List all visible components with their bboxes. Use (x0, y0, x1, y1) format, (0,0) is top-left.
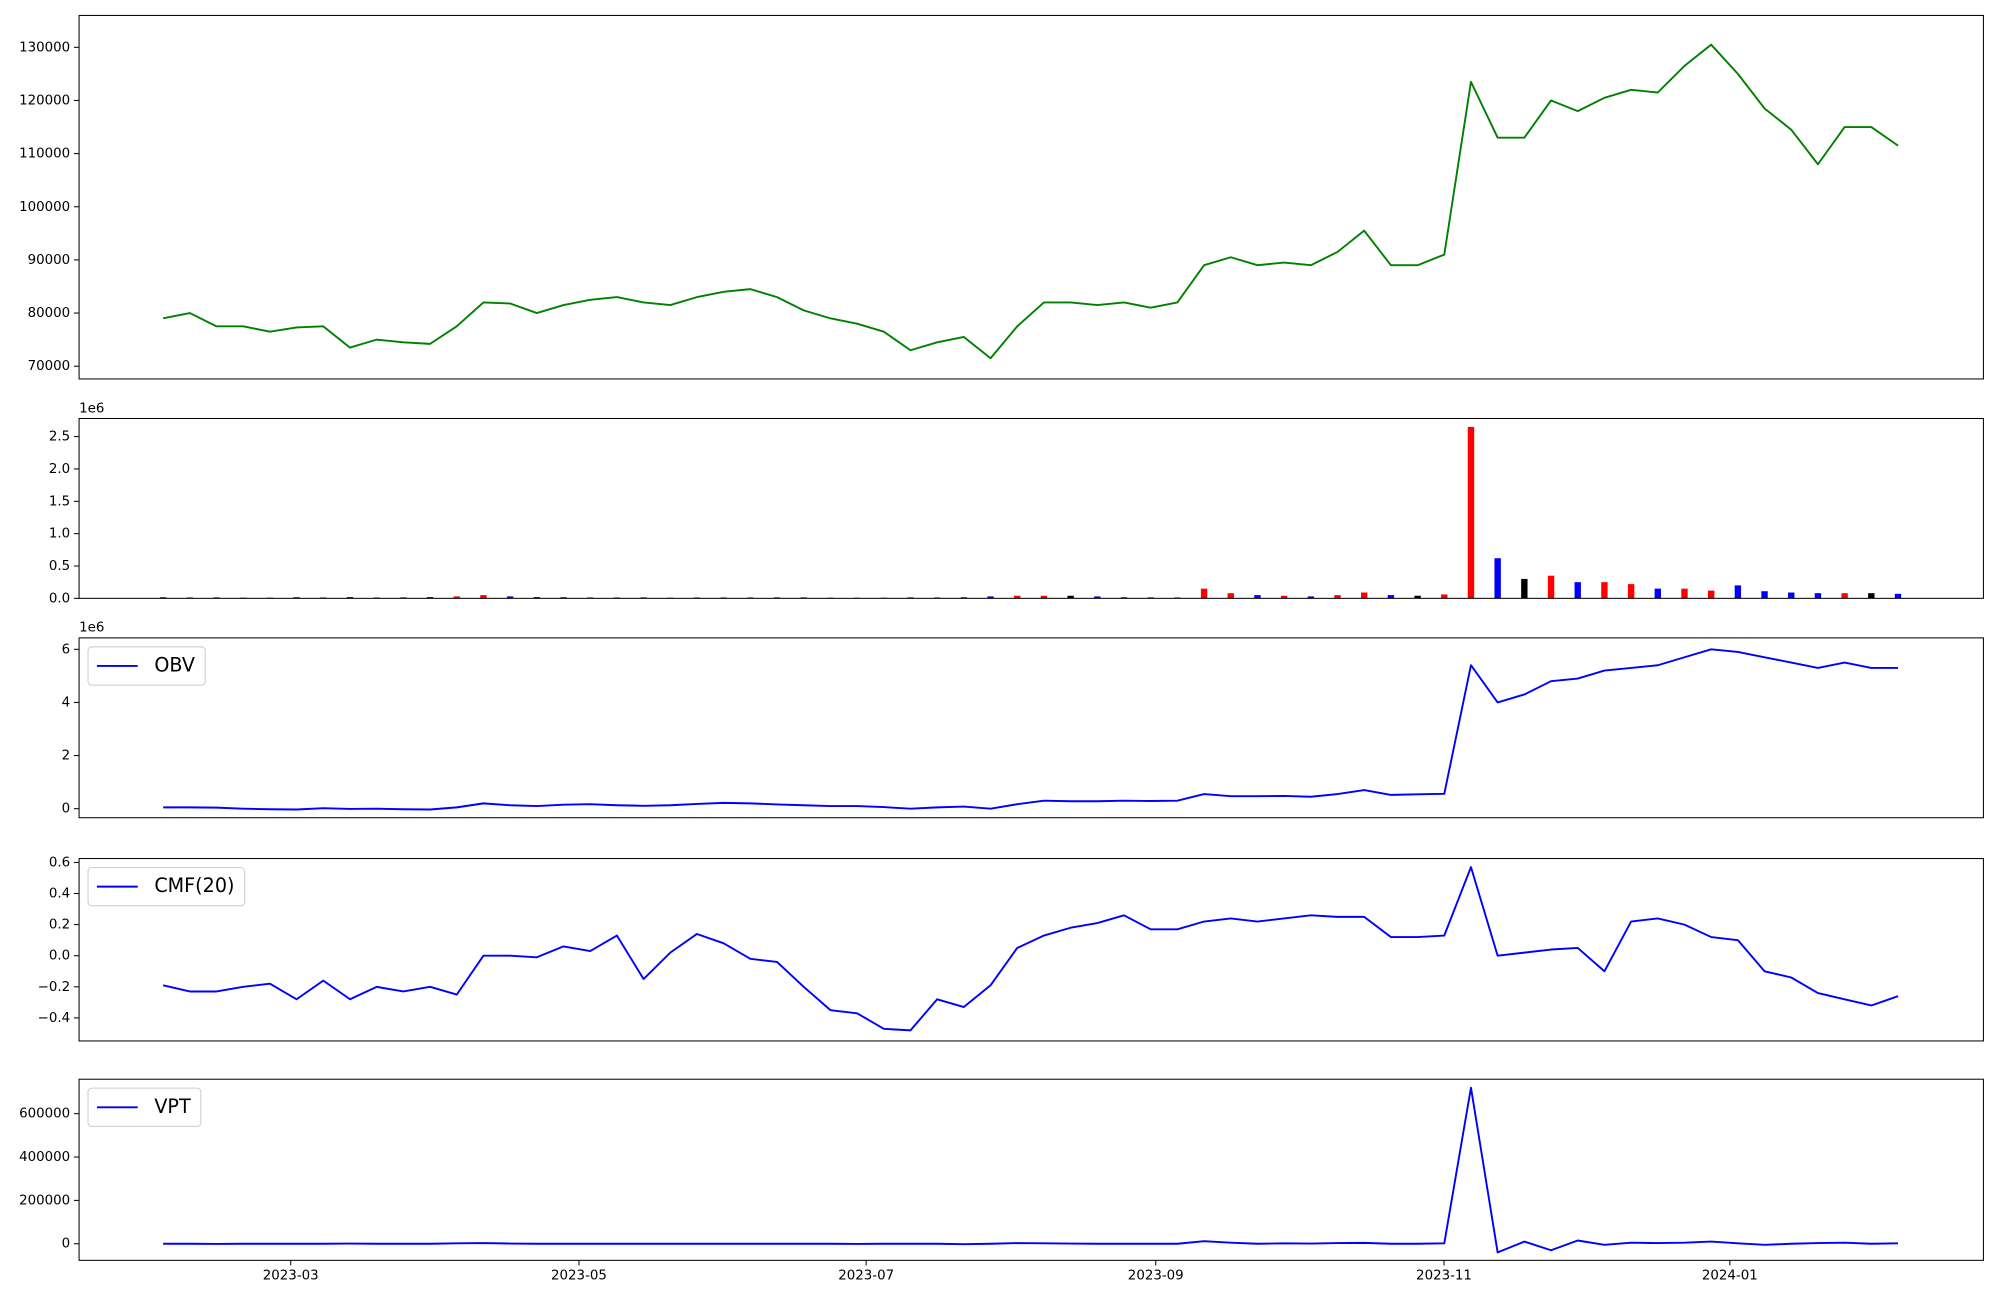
bar (480, 595, 487, 599)
bar (1574, 582, 1581, 599)
bar (1334, 595, 1341, 599)
legend-box (87, 866, 246, 907)
bar (1681, 588, 1688, 599)
legend-label: OBV (154, 653, 195, 676)
axes-frame (78, 14, 1984, 380)
x-tick-label: 2023-03 (263, 1269, 319, 1284)
y-tick-label: 0 (62, 802, 71, 817)
y-tick-label: 1.0 (49, 527, 70, 542)
y-tick-label: 0.5 (49, 559, 70, 574)
y-tick-label: −0.2 (38, 980, 70, 995)
bar (1627, 584, 1635, 599)
bar (506, 596, 514, 599)
legend-box (87, 1087, 202, 1127)
bar (1788, 592, 1795, 599)
y-tick-label: 120000 (19, 93, 70, 108)
axes-frame (78, 637, 1984, 819)
bar (1494, 558, 1501, 599)
y-tick-label: 6 (62, 642, 71, 657)
bar (1414, 595, 1421, 599)
y-tick-label: 2 (62, 749, 71, 764)
bar (1307, 596, 1315, 599)
y-tick-label: 0.0 (49, 949, 70, 964)
bar (1761, 591, 1768, 599)
y-tick-label: 70000 (28, 359, 71, 374)
axes-frame (78, 1078, 1984, 1261)
bar (1734, 585, 1742, 599)
bar (1868, 593, 1875, 599)
y-tick-label: 0 (62, 1237, 71, 1252)
bar (1521, 578, 1528, 599)
y-tick-label: 110000 (19, 147, 70, 162)
y-tick-label: 80000 (28, 306, 71, 321)
y-tick-label: 4 (62, 695, 71, 710)
x-tick-label: 2023-07 (838, 1269, 894, 1284)
bar (1547, 575, 1555, 599)
y-tick-label: 1.5 (49, 494, 70, 509)
y-tick-label: 0.4 (49, 887, 70, 902)
y-tick-label: 0.6 (49, 855, 70, 870)
bar (533, 597, 541, 599)
x-tick-label: 2024-01 (1702, 1269, 1758, 1284)
bar (1441, 594, 1448, 599)
y-tick-label: 2.5 (49, 430, 70, 445)
bar (159, 597, 167, 599)
x-tick-label: 2023-11 (1416, 1269, 1472, 1284)
bar (1014, 595, 1021, 599)
y-tick-label: 0.2 (49, 918, 70, 933)
bar (1361, 592, 1368, 599)
y-tick-label: 200000 (19, 1193, 70, 1208)
bar (1707, 590, 1715, 599)
bar (426, 597, 434, 599)
bar (960, 597, 968, 599)
bar (1227, 593, 1234, 599)
bar (346, 597, 354, 599)
line-series (163, 1086, 1899, 1254)
line-series (162, 43, 1899, 360)
bar (987, 596, 994, 599)
bar (293, 597, 300, 599)
y-tick-label: 400000 (19, 1150, 70, 1165)
y-tick-label: 130000 (19, 40, 70, 55)
y-tick-label: 90000 (28, 253, 71, 268)
bar (1040, 595, 1048, 599)
bar (1814, 593, 1822, 599)
y-tick-label: 2.0 (49, 462, 70, 477)
y-offset-label: 1e6 (79, 621, 104, 636)
axes-frame (78, 417, 1984, 599)
bar (1120, 597, 1128, 599)
bar (453, 596, 460, 599)
legend-label: VPT (154, 1095, 191, 1118)
bar (1467, 426, 1475, 599)
y-tick-label: 0.0 (49, 591, 70, 606)
y-tick-label: 600000 (19, 1107, 70, 1122)
bar (1601, 582, 1608, 599)
bar (1094, 596, 1101, 599)
line-series (162, 866, 1899, 1032)
bar (1280, 595, 1288, 599)
bar (1200, 588, 1208, 599)
axes-frame (78, 858, 1984, 1042)
bar (1387, 595, 1395, 599)
line-series (163, 648, 1899, 811)
bar (1254, 595, 1261, 599)
legend-label: CMF(20) (154, 874, 234, 897)
bar (560, 597, 567, 599)
legend-box (87, 646, 206, 686)
x-tick-label: 2023-05 (551, 1269, 607, 1284)
bar (1654, 588, 1661, 599)
y-offset-label: 1e6 (79, 401, 104, 416)
bar (1841, 593, 1848, 599)
x-tick-label: 2023-09 (1128, 1269, 1184, 1284)
y-tick-label: 100000 (19, 200, 70, 215)
bar (1067, 595, 1074, 599)
bar (1894, 593, 1902, 599)
y-tick-label: −0.4 (38, 1011, 70, 1026)
